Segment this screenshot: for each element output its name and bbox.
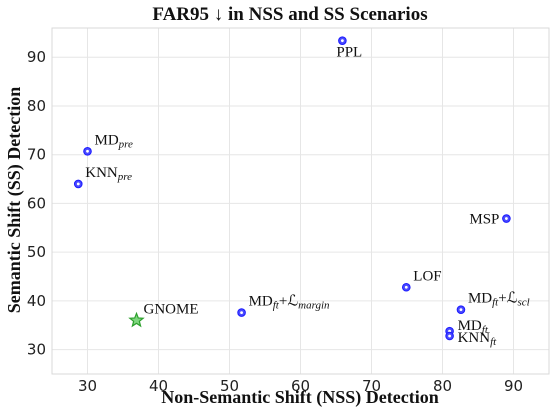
point-core <box>404 285 408 289</box>
y-axis-label: Semantic Shift (SS) Detection <box>4 87 25 313</box>
point-core <box>86 149 89 153</box>
label-lof: LOF <box>413 268 441 284</box>
label-knn-ft: KNNft <box>458 330 498 348</box>
y-tick-label: 40 <box>27 292 46 310</box>
x-tick-label: 80 <box>433 377 452 395</box>
y-tick-label: 70 <box>27 146 46 164</box>
label-md-ft-scl: MDft+ℒscl <box>468 291 530 309</box>
point-core <box>459 308 463 312</box>
point-core <box>340 39 344 43</box>
y-tick-label: 90 <box>27 48 46 66</box>
label-knn-pre: KNNpre <box>85 165 132 183</box>
x-tick-label: 30 <box>78 377 97 395</box>
plot-area <box>51 27 550 375</box>
ticks: 30 40 50 60 70 80 90 30 40 50 60 70 80 90 <box>27 48 523 395</box>
y-tick-label: 60 <box>27 194 46 212</box>
label-md-pre: MDpre <box>95 132 134 150</box>
point-core <box>76 182 80 186</box>
x-axis-label: Non-Semantic Shift (NSS) Detection <box>161 387 438 408</box>
label-md-ft-margin: MDft+ℒmargin <box>249 294 330 312</box>
data-points: MDpre KNNpre PPL MSP LOF MDft+ℒmargin MDft+ℒsc… <box>73 36 530 348</box>
point-core <box>240 311 243 314</box>
label-ppl: PPL <box>336 45 362 61</box>
x-tick-label: 50 <box>220 377 239 395</box>
point-core <box>505 217 508 220</box>
point-core <box>448 334 451 338</box>
x-tick-label: 40 <box>149 377 168 395</box>
point-gnome <box>128 311 145 328</box>
label-gnome: GNOME <box>143 301 198 317</box>
chart-title: FAR95 ↓ in NSS and SS Scenarios <box>152 4 427 25</box>
y-tick-label: 30 <box>27 341 46 359</box>
x-tick-label: 70 <box>362 377 381 395</box>
y-tick-label: 80 <box>27 97 46 115</box>
x-tick-label: 60 <box>291 377 310 395</box>
label-md-ft: MDft <box>458 318 489 336</box>
x-tick-label: 90 <box>504 377 523 395</box>
label-msp: MSP <box>469 212 499 228</box>
y-tick-label: 50 <box>27 243 46 261</box>
grid <box>52 28 549 374</box>
